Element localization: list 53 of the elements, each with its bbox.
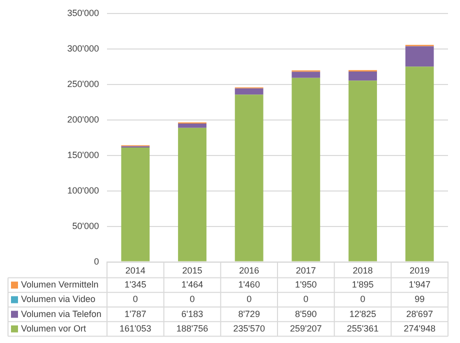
bar	[292, 78, 320, 262]
data-label: 259'207	[290, 323, 322, 334]
bar	[121, 148, 150, 262]
legend-label: Volumen vor Ort	[21, 323, 87, 334]
y-tick-label: 250'000	[67, 78, 99, 89]
data-label: 1'947	[408, 280, 430, 290]
x-tick-label: 2018	[352, 266, 373, 276]
x-tick-label: 2016	[239, 266, 260, 276]
bar	[178, 128, 206, 262]
data-label: 1'464	[181, 280, 204, 290]
bar	[234, 94, 264, 262]
y-tick-label: 100'000	[67, 185, 99, 196]
data-label: 1'345	[124, 280, 146, 290]
legend-label: Volumen Vermitteln	[21, 280, 99, 290]
data-label: 1'950	[295, 280, 317, 290]
x-tick-label: 2015	[182, 266, 202, 276]
data-label: 8'590	[295, 308, 317, 319]
y-tick-label: 50'000	[72, 220, 99, 231]
legend-label: Volumen via Video	[21, 294, 96, 304]
bar	[178, 123, 206, 128]
y-tick-label: 300'000	[67, 43, 99, 54]
data-label: 1'895	[352, 280, 374, 290]
data-label: 255'361	[346, 323, 379, 334]
x-tick-label: 2014	[125, 266, 146, 276]
data-label: 0	[360, 294, 366, 304]
data-label: 1'460	[238, 280, 260, 290]
data-label: 99	[414, 294, 425, 304]
data-label: 28'697	[406, 308, 433, 319]
data-label: 0	[303, 294, 308, 304]
data-label: 12'825	[349, 308, 376, 319]
bar	[405, 66, 434, 262]
y-tick-label: 200'000	[67, 114, 99, 124]
y-tick-label: 350'000	[67, 8, 99, 18]
data-label: 274'948	[404, 323, 436, 334]
data-label: 188'756	[176, 323, 208, 334]
data-label: 8'729	[238, 308, 260, 319]
data-label: 6'183	[181, 308, 204, 319]
bar	[405, 46, 434, 67]
x-tick-label: 2017	[296, 266, 316, 276]
data-label: 0	[246, 294, 252, 304]
data-label: 0	[132, 294, 138, 304]
y-tick-label: 150'000	[67, 150, 99, 160]
bar	[234, 88, 264, 95]
data-label: 161'053	[120, 323, 152, 334]
x-tick-label: 2019	[410, 266, 430, 276]
legend-label: Volumen via Telefon	[21, 308, 102, 319]
y-tick-label: 0	[94, 256, 99, 266]
bar	[292, 72, 320, 78]
bar	[348, 71, 377, 81]
data-label: 235'570	[233, 323, 265, 334]
data-label: 0	[190, 294, 195, 304]
data-label: 1'787	[124, 308, 146, 319]
bar	[348, 80, 377, 262]
